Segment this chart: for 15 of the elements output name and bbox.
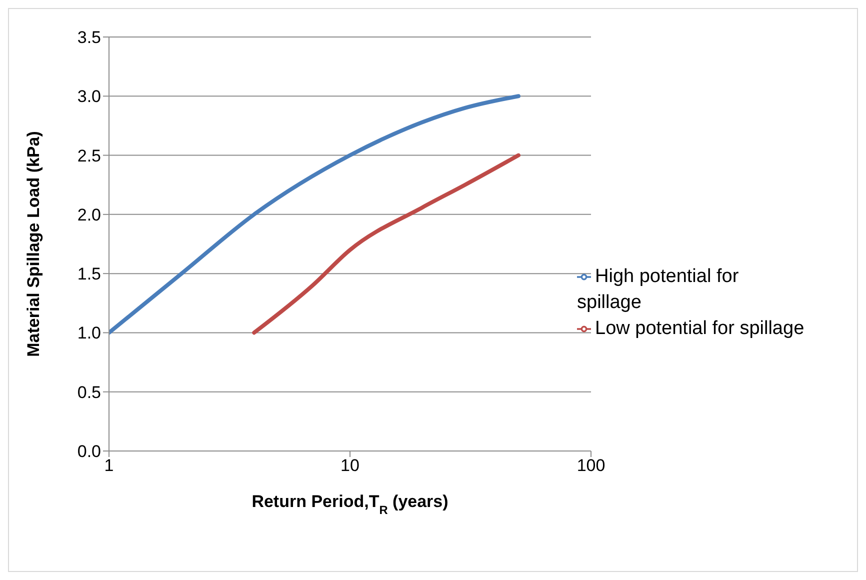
y-tick-label: 2.0 bbox=[77, 205, 101, 224]
y-tick-label: 3.0 bbox=[77, 87, 101, 106]
y-tick-label: 0.0 bbox=[77, 442, 101, 462]
y-tick-label: 0.5 bbox=[77, 382, 101, 402]
y-tick-label: 1.5 bbox=[77, 264, 101, 284]
x-tick-label: 100 bbox=[576, 456, 606, 476]
legend-label: High potential for spillage bbox=[577, 266, 739, 313]
y-axis-title: Material Spillage Load (kPa) bbox=[24, 131, 43, 357]
y-tick-label: 1.0 bbox=[77, 324, 101, 343]
x-tick-label: 1 bbox=[104, 456, 114, 476]
x-axis-title: Return Period,T$_{R}$ (years) bbox=[252, 492, 448, 517]
y-tick-label: 3.5 bbox=[77, 28, 101, 48]
y-tick-label: 2.5 bbox=[77, 146, 101, 166]
x-tick-label: 10 bbox=[340, 456, 360, 476]
legend-label: Low potential for spillage bbox=[595, 318, 804, 339]
